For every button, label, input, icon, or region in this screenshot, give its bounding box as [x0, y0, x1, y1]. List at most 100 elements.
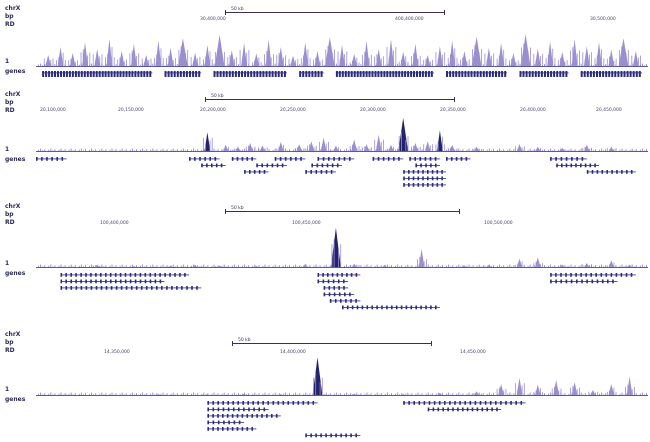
signal-spike: [235, 148, 237, 152]
signal-noise: [427, 392, 429, 396]
signal-noise: [621, 392, 623, 396]
signal-noise: [384, 393, 386, 396]
signal-spike: [56, 60, 57, 67]
gene-exon: [427, 71, 430, 77]
signal-noise: [544, 64, 545, 67]
signal-spike: [582, 147, 584, 152]
signal-noise: [346, 392, 348, 396]
gene-intron: [403, 171, 446, 173]
signal-spike: [331, 244, 333, 268]
signal-spike: [278, 52, 280, 67]
gene-exon: [398, 71, 401, 77]
rd-label: RD: [5, 107, 15, 114]
signal-noise: [129, 149, 131, 152]
signal-noise: [641, 392, 643, 396]
signal-noise: [415, 393, 417, 396]
gene-exon: [119, 273, 122, 277]
gene-exon: [238, 407, 240, 412]
signal-spike: [105, 57, 106, 67]
gene-exon: [253, 71, 256, 77]
coord-tick: 20,100,000: [40, 108, 66, 113]
gene-exon: [393, 157, 395, 161]
gene-intron: [329, 300, 361, 302]
signal-noise: [187, 393, 188, 396]
signal-noise: [415, 265, 417, 268]
signal-spike: [227, 146, 229, 152]
gene-exon: [534, 71, 537, 77]
gene-exon: [287, 401, 290, 405]
coord-tick: 14,350,000: [104, 350, 130, 355]
gene-exon: [70, 279, 72, 284]
signal-noise: [478, 264, 480, 268]
signal-noise: [213, 264, 215, 268]
signal-noise: [268, 149, 270, 152]
gene-exon: [189, 157, 191, 161]
signal-noise: [203, 264, 205, 268]
gene-exon: [107, 71, 110, 77]
signal-spike: [260, 149, 261, 152]
signal-noise: [554, 265, 556, 268]
signal-noise: [570, 264, 572, 268]
gene-exon: [276, 163, 279, 168]
gene-exon: [234, 71, 237, 77]
gene-exon: [403, 401, 405, 405]
gene-exon: [540, 71, 543, 77]
signal-noise: [605, 64, 607, 67]
signal-noise: [446, 265, 447, 268]
signal-noise: [446, 393, 447, 396]
gene-exon: [383, 71, 386, 77]
signal-noise: [486, 149, 488, 152]
signal-noise: [176, 265, 178, 268]
signal-noise: [646, 149, 647, 152]
rd-label: RD: [5, 219, 15, 226]
signal-noise: [493, 393, 494, 396]
gene-exon: [346, 273, 348, 277]
signal-spike: [333, 239, 335, 268]
signal-spike: [352, 144, 353, 152]
signal-noise: [140, 265, 141, 268]
signal-spike: [340, 244, 342, 268]
signal-peak: [177, 38, 188, 67]
signal-noise: [233, 264, 235, 268]
signal-noise: [231, 149, 233, 152]
signal-noise: [203, 392, 205, 396]
gene-exon: [212, 414, 214, 418]
gene-exon: [608, 71, 611, 77]
signal-noise: [121, 148, 123, 152]
gene-exon: [217, 407, 220, 412]
signal-noise: [641, 63, 643, 67]
gene-exon: [139, 279, 142, 284]
gene-exon: [60, 286, 63, 290]
gene-exon: [605, 71, 608, 77]
gene-exon: [95, 71, 98, 77]
signal-noise: [360, 393, 362, 396]
gene-exon: [115, 286, 118, 290]
gene-exon: [596, 71, 598, 77]
signal-noise: [319, 265, 321, 268]
gene-exon: [437, 407, 440, 412]
signal-spike: [523, 43, 525, 67]
signal-spike: [444, 144, 446, 152]
gene-exon: [500, 401, 502, 405]
signal-spike: [393, 146, 394, 152]
signal-spike: [411, 56, 412, 67]
gene-exon: [60, 71, 62, 77]
signal-noise: [80, 264, 82, 268]
gene-exon: [585, 273, 587, 277]
signal-noise: [233, 392, 235, 396]
signal-spike: [92, 54, 94, 67]
signal-noise: [68, 265, 70, 268]
gene-exon: [68, 71, 71, 77]
signal-noise: [442, 265, 443, 268]
signal-noise: [380, 393, 382, 396]
gene-exon: [455, 71, 458, 77]
signal-spike: [362, 54, 363, 67]
gene-exon: [596, 279, 599, 284]
signal-spike: [481, 148, 482, 152]
gene-exon: [420, 305, 422, 310]
signal-noise: [452, 393, 454, 396]
signal-noise: [503, 265, 505, 268]
signal-spike: [423, 144, 425, 152]
signal-noise: [570, 148, 572, 152]
gene-exon: [550, 157, 552, 161]
